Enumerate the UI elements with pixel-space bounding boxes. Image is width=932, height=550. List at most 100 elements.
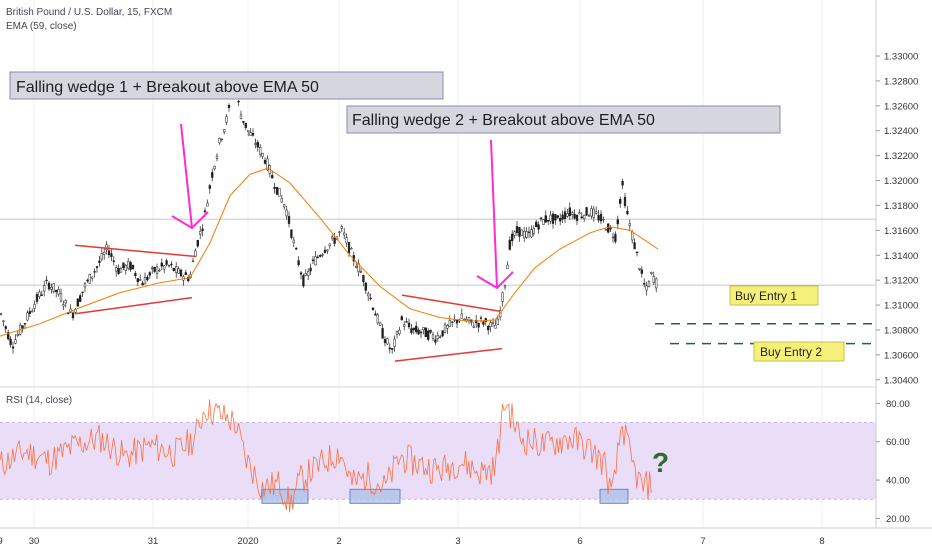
candle-body (539, 217, 543, 220)
candle-body (191, 260, 195, 263)
candle-body (311, 259, 315, 262)
rsi-oversold-boxes (0, 422, 876, 504)
candle-body (393, 338, 396, 347)
candle-body (201, 228, 204, 232)
candle-body (585, 207, 588, 216)
arrow-2 (490, 139, 498, 289)
candle-body (86, 279, 89, 282)
candle-body (640, 269, 643, 274)
candle-body (14, 339, 17, 344)
candle-body (155, 266, 159, 274)
candle-body (571, 212, 574, 215)
wedge-lines (74, 244, 503, 362)
candle-body (371, 307, 375, 311)
price-tick-label: 1.32400 (884, 126, 918, 137)
wedge1-upper (74, 244, 197, 258)
candle-body (71, 312, 75, 319)
candle-body (443, 324, 447, 333)
candle-body (139, 279, 142, 281)
candle-body (374, 313, 377, 316)
candle-body (263, 159, 267, 164)
candle-body (405, 321, 408, 323)
candle-body (417, 329, 420, 335)
candle-body (551, 213, 555, 224)
candle-body (467, 317, 471, 321)
candle-body (309, 267, 312, 272)
candle-body (64, 300, 67, 304)
candle-body (619, 199, 622, 204)
candle-body (227, 104, 231, 108)
candle-body (31, 310, 34, 313)
candle-body (187, 277, 190, 282)
candle-body (2, 320, 5, 322)
candle-body (124, 264, 127, 271)
candle-body (400, 316, 403, 321)
candle-body (153, 266, 156, 272)
candle-body (115, 267, 118, 272)
rsi-line (0, 399, 652, 513)
candle-body (520, 229, 523, 236)
candle-body (160, 262, 163, 267)
candle-body (93, 271, 96, 273)
candle-body (616, 219, 619, 225)
candle-body (55, 289, 58, 293)
candle-body (136, 278, 139, 283)
candle-body (225, 116, 228, 123)
candle-body (628, 223, 631, 227)
candle-body (597, 215, 600, 221)
rsi-legend: RSI (14, close) (6, 395, 72, 406)
candle-body (7, 332, 10, 340)
candle-body (355, 266, 358, 268)
candle-body (177, 268, 180, 274)
candle-body (328, 243, 331, 247)
candle-body (323, 249, 327, 253)
candle-body (513, 231, 516, 236)
candle-body (635, 251, 639, 253)
candle-body (299, 272, 303, 275)
candle-body (489, 322, 492, 327)
candle-body (316, 256, 319, 259)
candle-body (364, 282, 367, 291)
candle-body (429, 329, 432, 333)
rsi-oversold-box (599, 488, 629, 504)
candle-body (496, 318, 499, 325)
arrow-head-2 (476, 271, 514, 290)
candle-body (379, 322, 382, 326)
candle-body (172, 267, 175, 271)
candle-body (45, 279, 48, 282)
price-tick-label: 1.32200 (884, 151, 918, 162)
candle-body (52, 283, 55, 292)
candle-body (391, 348, 394, 350)
candle-body (271, 175, 274, 179)
candle-body (81, 291, 84, 293)
candle-body (343, 232, 346, 236)
candle-body (223, 129, 226, 133)
candle-body (441, 330, 444, 337)
rsi-axis: 80.00 60.00 40.00 20.00 (876, 399, 910, 525)
candle-body (595, 211, 598, 214)
candle-body (141, 282, 144, 286)
candle-body (292, 239, 295, 244)
candle-body (242, 120, 245, 123)
candle-body (50, 287, 53, 290)
candle-body (43, 285, 46, 292)
candle-body (515, 226, 519, 233)
candle-body (112, 260, 115, 262)
candle-body (275, 186, 279, 195)
candle-body (295, 248, 298, 250)
candle-body (477, 322, 480, 328)
candle-body (638, 268, 641, 270)
time-tick-label: 6 (577, 536, 582, 547)
candle-body (9, 338, 12, 346)
wedge1-label-box (9, 71, 444, 100)
candle-body (350, 248, 353, 250)
candle-body (211, 172, 214, 178)
price-tick-label: 1.32000 (884, 176, 918, 187)
time-tick-label: 31 (148, 536, 159, 547)
time-tick-label: 2020 (237, 536, 258, 547)
candle-body (206, 202, 209, 207)
candle-body (580, 216, 583, 219)
candle-body (491, 322, 495, 324)
candle-body (62, 304, 65, 307)
